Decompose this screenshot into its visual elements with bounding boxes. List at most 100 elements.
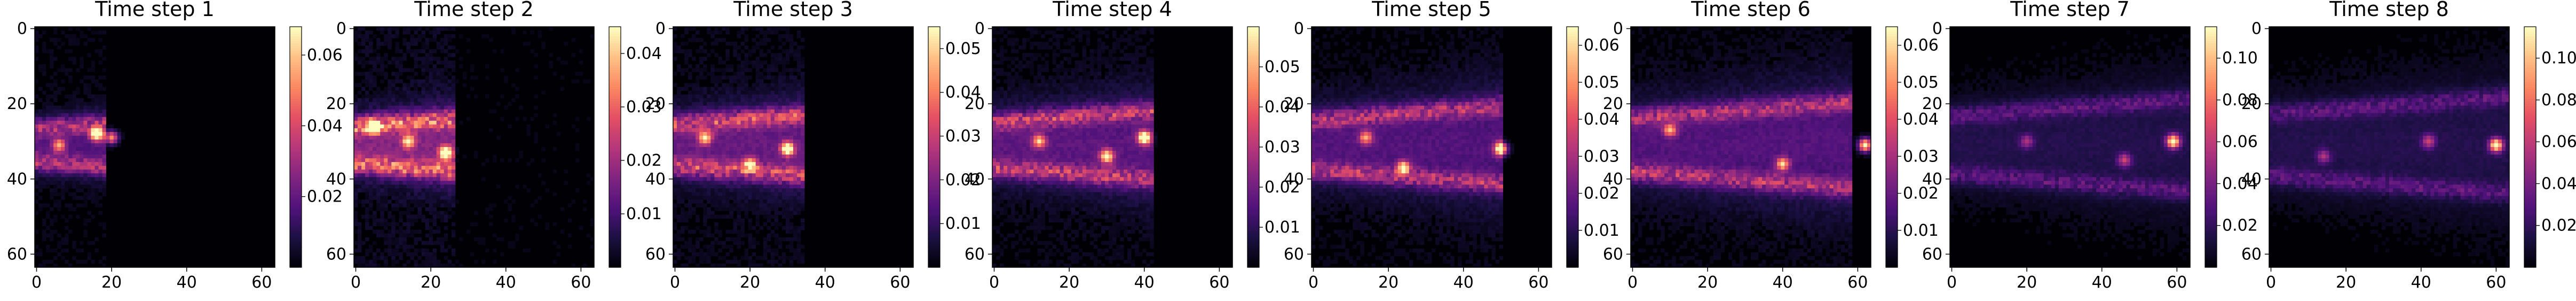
y-tick-label: 0 (1932, 20, 1942, 38)
x-tick-label: 40 (815, 273, 835, 292)
y-tick-label: 40 (965, 170, 985, 189)
y-tick-label: 0 (336, 20, 346, 38)
heatmap-image (1311, 27, 1552, 267)
y-tick-label: 60 (7, 245, 27, 264)
colorbar-tick-label: 0.02 (2222, 217, 2258, 235)
y-tick-label: 0 (2251, 20, 2262, 38)
x-tick-label: 40 (177, 273, 197, 292)
panel-1: Time step 1 0 20 40 60 0 20 40 60 0.02 0.04 0.06 (7, 0, 343, 292)
y-tick-label: 40 (1284, 170, 1304, 189)
y-tick-label: 60 (1284, 245, 1304, 264)
x-tick-label: 40 (2411, 273, 2431, 292)
x-tick-label: 20 (1378, 273, 1398, 292)
y-tick-label: 0 (1294, 20, 1304, 38)
x-tick-label: 0 (1947, 273, 1957, 292)
y-tick-label: 20 (7, 95, 27, 113)
colorbar-tick-label: 0.06 (307, 46, 343, 65)
colorbar-tick-label: 0.05 (1584, 73, 1619, 92)
colorbar-tick-label: 0.02 (2541, 217, 2576, 235)
y-tick-label: 60 (1603, 245, 1623, 264)
colorbar-tick-label: 0.01 (626, 205, 662, 223)
colorbar-tick-label: 0.01 (1584, 221, 1619, 240)
y-tick-label: 0 (1613, 20, 1623, 38)
colorbar-tick-label: 0.04 (307, 117, 343, 135)
colorbar: 0.020.040.060.080.10 (2524, 27, 2576, 268)
colorbar-tick-label: 0.06 (1903, 36, 1939, 55)
y-tick-label: 20 (1603, 95, 1623, 113)
colorbar-tick-label: 0.03 (1265, 138, 1300, 157)
heatmap-image (1631, 27, 1871, 267)
x-tick-label: 60 (1847, 273, 1868, 292)
x-tick-label: 0 (670, 273, 680, 292)
colorbar-tick-label: 0.05 (945, 40, 981, 58)
colorbar: 0.02 0.04 0.06 (290, 27, 343, 268)
x-tick-label: 60 (1528, 273, 1548, 292)
x-tick-label: 40 (1134, 273, 1155, 292)
y-tick-label: 60 (2241, 245, 2262, 264)
y-tick-label: 60 (645, 245, 666, 264)
y-tick-label: 20 (1922, 95, 1942, 113)
colorbar-tick-label: 0.08 (2541, 91, 2576, 110)
colorbar-tick-label: 0.10 (2222, 49, 2258, 68)
panel-title: Time step 2 (414, 0, 534, 21)
y-tick-label: 20 (645, 95, 666, 113)
colorbar-tick-label: 0.05 (1265, 58, 1300, 76)
panel-title: Time step 3 (733, 0, 853, 21)
x-tick-label: 40 (1773, 273, 1793, 292)
panel-title: Time step 1 (94, 0, 215, 21)
x-tick-label: 60 (251, 273, 272, 292)
panel-title: Time step 6 (1690, 0, 1811, 21)
y-tick-label: 60 (1922, 245, 1942, 264)
colorbar-tick-label: 0.03 (1903, 147, 1939, 166)
x-tick-label: 20 (1697, 273, 1718, 292)
y-tick-label: 20 (965, 95, 985, 113)
y-tick-label: 40 (326, 170, 346, 189)
colorbar-tick-label: 0.02 (307, 188, 343, 206)
colorbar-tick-label: 0.05 (1903, 73, 1939, 92)
x-tick-label: 0 (1627, 273, 1638, 292)
colorbar-tick-label: 0.03 (945, 127, 981, 146)
y-tick-label: 0 (975, 20, 985, 38)
panel-7: Time step 70 20 40 6002040600.020.040.060.0… (1922, 0, 2258, 292)
y-tick-label: 40 (645, 170, 666, 189)
x-tick-label: 0 (1308, 273, 1318, 292)
x-tick-label: 40 (2092, 273, 2112, 292)
heatmap-image (354, 27, 594, 267)
y-tick-label: 40 (1922, 170, 1942, 189)
panel-title: Time step 8 (2329, 0, 2449, 21)
y-tick-label: 0 (17, 20, 27, 38)
colorbar-tick-label: 0.01 (945, 214, 981, 233)
y-tick-label: 0 (655, 20, 666, 38)
x-tick-label: 0 (989, 273, 999, 292)
colorbar: 0.010.020.030.04 (609, 27, 662, 268)
colorbar-tick-label: 0.02 (626, 151, 662, 170)
x-tick-label: 40 (1453, 273, 1474, 292)
y-tick-label: 20 (326, 95, 346, 113)
panel-title: Time step 4 (1052, 0, 1172, 21)
panel-8: Time step 80 20 40 6002040600.020.040.060.0… (2241, 0, 2576, 292)
heatmap-image (2269, 27, 2509, 267)
colorbar: 0.010.020.030.040.05 (1247, 27, 1300, 268)
colorbar-tick-label: 0.01 (1903, 221, 1939, 240)
panel-6: Time step 60 20 40 6002040600.010.020.030.0… (1603, 0, 1939, 292)
x-tick-label: 20 (421, 273, 441, 292)
y-tick-label: 60 (965, 245, 985, 264)
panel-2: Time step 20 20 40 6002040600.010.020.030.0… (326, 0, 662, 292)
x-tick-label: 60 (1209, 273, 1229, 292)
colorbar: 0.010.020.030.040.050.06 (1886, 27, 1939, 268)
colorbar: 0.020.040.060.080.10 (2205, 27, 2258, 268)
x-tick-label: 20 (2336, 273, 2356, 292)
x-tick-label: 20 (101, 273, 122, 292)
colorbar-tick-label: 0.10 (2541, 49, 2576, 68)
x-tick-label: 0 (351, 273, 361, 292)
y-tick-label: 40 (2241, 170, 2262, 189)
x-tick-label: 60 (2167, 273, 2187, 292)
panel-3: Time step 30 20 40 6002040600.010.020.030.0… (645, 0, 981, 292)
colorbar-tick-label: 0.06 (2222, 133, 2258, 151)
colorbar-tick-label: 0.01 (1265, 218, 1300, 237)
colorbar-tick-label: 0.04 (2541, 174, 2576, 193)
colorbar-tick-label: 0.04 (626, 44, 662, 63)
y-tick-label: 20 (1284, 95, 1304, 113)
colorbar-tick-label: 0.03 (1584, 147, 1619, 166)
